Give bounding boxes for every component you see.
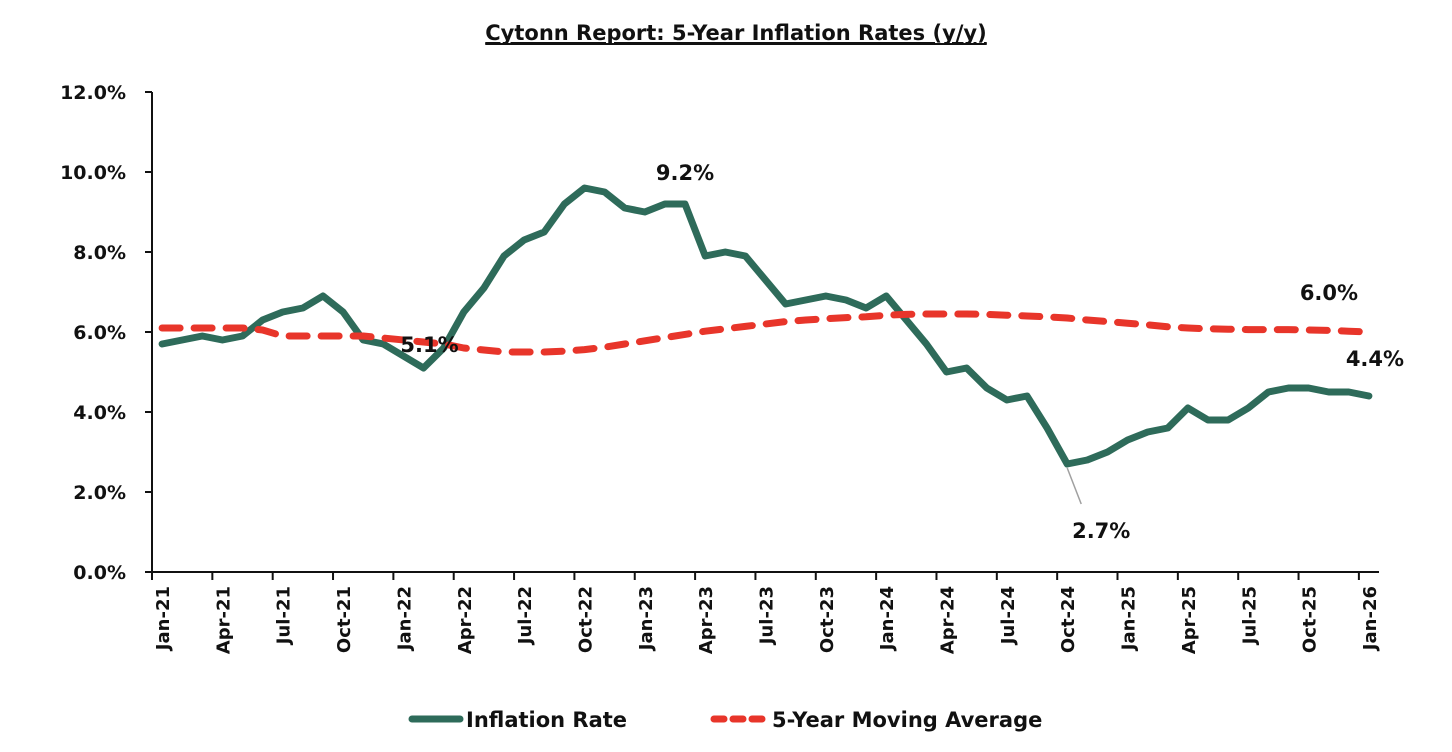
x-tick-label: Oct-24 xyxy=(1058,586,1079,653)
y-tick-label: 6.0% xyxy=(73,322,126,344)
x-tick-label: Oct-21 xyxy=(334,586,355,653)
x-tick-label: Oct-22 xyxy=(575,586,596,653)
x-tick-label: Apr-22 xyxy=(455,586,476,654)
x-tick-label: Apr-23 xyxy=(696,586,717,654)
y-tick-label: 10.0% xyxy=(60,162,126,184)
x-tick-label: Jul-24 xyxy=(998,586,1019,646)
x-tick-label: Jan-21 xyxy=(153,586,174,652)
x-tick-label: Jul-23 xyxy=(757,586,778,646)
legend: Inflation Rate 5-Year Moving Average xyxy=(408,708,1042,732)
legend-item-inflation-rate[interactable]: Inflation Rate xyxy=(408,708,627,732)
x-tick-label: Oct-23 xyxy=(817,586,838,653)
x-tick-label: Jul-21 xyxy=(274,586,295,646)
data-label: 6.0% xyxy=(1300,281,1358,305)
legend-label-inflation-rate: Inflation Rate xyxy=(466,708,627,732)
y-tick-label: 12.0% xyxy=(60,82,126,104)
x-tick-label: Jul-22 xyxy=(515,586,536,646)
series-line-inflation-rate xyxy=(158,184,1373,468)
x-axis: Jan-21 Apr-21 Jul-21 Oct-21 Jan-22 Apr-22 Jul-… xyxy=(151,571,1381,654)
y-tick-label: 0.0% xyxy=(73,562,126,584)
chart-title: Cytonn Report: 5-Year Inflation Rates (y… xyxy=(485,21,986,45)
series-line-5-year-moving-average xyxy=(158,310,1373,356)
x-tick-label: Jan-26 xyxy=(1360,586,1381,652)
series-layer xyxy=(158,184,1373,468)
legend-item-moving-average[interactable]: 5-Year Moving Average xyxy=(710,708,1042,732)
x-tick-label: Apr-21 xyxy=(213,586,234,654)
y-tick-label: 2.0% xyxy=(73,482,126,504)
x-tick-label: Jan-23 xyxy=(636,586,657,652)
data-label: 4.4% xyxy=(1346,347,1404,371)
y-tick-label: 8.0% xyxy=(73,242,126,264)
y-tick-label: 4.0% xyxy=(73,402,126,424)
data-label: 9.2% xyxy=(656,161,714,185)
x-tick-label: Jul-25 xyxy=(1239,586,1260,646)
x-tick-label: Jan-25 xyxy=(1119,586,1140,652)
x-tick-label: Jan-24 xyxy=(877,586,898,652)
x-tick-label: Oct-25 xyxy=(1300,586,1321,653)
data-label: 5.1% xyxy=(400,333,458,357)
annotation-layer: 5.1% 9.2% 2.7% 4.4% 6.0% xyxy=(400,161,1404,543)
y-axis: 0.0% 2.0% 4.0% 6.0% 8.0% 10.0% 12.0% xyxy=(60,82,153,584)
data-label: 2.7% xyxy=(1072,519,1130,543)
legend-label-moving-average: 5-Year Moving Average xyxy=(772,708,1042,732)
annotation-leader-line xyxy=(1066,467,1082,505)
x-tick-label: Apr-25 xyxy=(1179,586,1200,654)
x-tick-label: Jan-22 xyxy=(394,586,415,652)
x-tick-label: Apr-24 xyxy=(938,586,959,654)
